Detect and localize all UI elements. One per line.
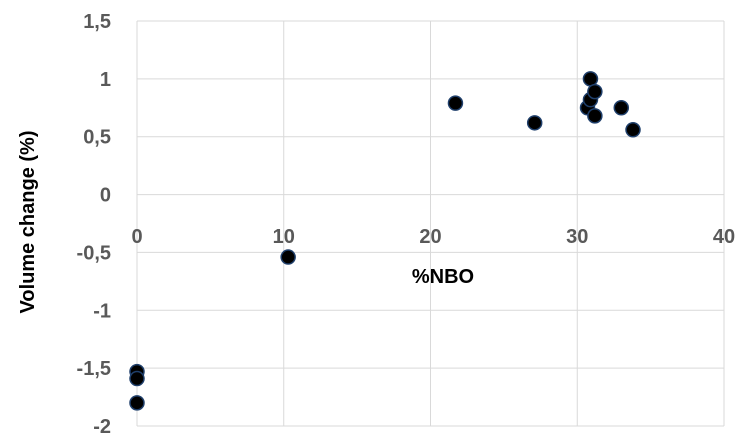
y-tick-label: -1,5 <box>77 358 111 380</box>
data-point <box>129 395 145 411</box>
x-tick-label: 40 <box>713 226 735 248</box>
y-tick-label: 1 <box>100 69 111 91</box>
data-point <box>129 370 145 387</box>
tick-labels: 0 10 20 30 40 1,5 1 0,5 0 -0,5 -1 -1,5 -2 <box>77 11 736 437</box>
y-tick-label: 1,5 <box>83 11 111 33</box>
data-point <box>587 83 603 100</box>
y-tick-label: 0,5 <box>83 127 111 149</box>
x-tick-label: 10 <box>273 226 295 248</box>
data-point <box>447 95 464 111</box>
y-axis-title: Volume change (%) <box>17 131 39 314</box>
data-point <box>613 100 630 116</box>
y-tick-label: -1 <box>93 300 111 322</box>
data-point <box>582 71 599 87</box>
y-tick-label: 0 <box>100 185 111 207</box>
y-tick-label: -0,5 <box>77 242 111 264</box>
x-tick-label: 30 <box>566 226 588 248</box>
grid <box>136 20 725 427</box>
data-point <box>526 115 543 131</box>
x-tick-label: 20 <box>419 226 441 248</box>
data-points <box>129 71 641 411</box>
y-tick-label: -2 <box>93 416 111 437</box>
data-point <box>280 249 296 265</box>
x-tick-label: 0 <box>131 226 142 248</box>
x-axis-title: %NBO <box>412 266 474 288</box>
data-point <box>587 108 603 124</box>
data-point <box>625 122 641 138</box>
